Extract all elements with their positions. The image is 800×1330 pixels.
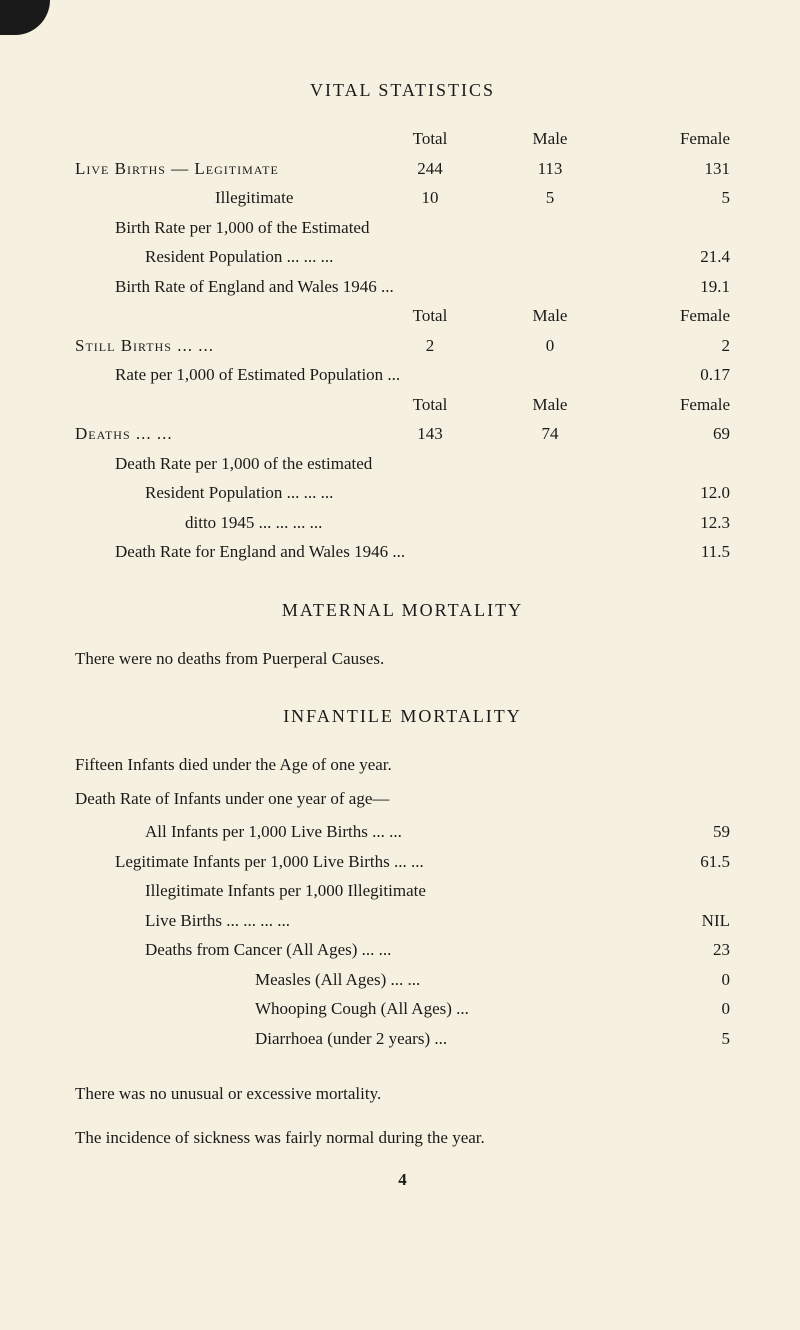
death-rate-est-value: 12.0 [630, 480, 730, 506]
death-rate-ew-value: 11.5 [630, 539, 730, 565]
whooping-label: Whooping Cough (All Ages) ... [255, 996, 630, 1022]
death-rate-est-row2: Resident Population ... ... ... 12.0 [75, 480, 730, 506]
illegitimate-infants-value: NIL [630, 908, 730, 934]
live-births-total: 244 [370, 156, 490, 182]
illegitimate-row: Illegitimate 10 5 5 [75, 185, 730, 211]
ditto-1945-row: ditto 1945 ... ... ... ... 12.3 [75, 510, 730, 536]
death-rate-ew-row: Death Rate for England and Wales 1946 ..… [75, 539, 730, 565]
infantile-title: INFANTILE MORTALITY [75, 706, 730, 727]
illegitimate-infants-row2: Live Births ... ... ... ... NIL [75, 908, 730, 934]
legitimate-infants-value: 61.5 [630, 849, 730, 875]
diarrhoea-label: Diarrhoea (under 2 years) ... [255, 1026, 630, 1052]
header-female: Female [610, 126, 730, 152]
birth-rate-est-value: 21.4 [630, 244, 730, 270]
page-number: 4 [75, 1170, 730, 1190]
cancer-value: 23 [630, 937, 730, 963]
header-male-3: Male [490, 392, 610, 418]
deaths-row: Deaths ... ... 143 74 69 [75, 421, 730, 447]
birth-rate-ew-value: 19.1 [630, 274, 730, 300]
all-infants-row: All Infants per 1,000 Live Births ... ..… [75, 819, 730, 845]
ditto-1945-value: 12.3 [630, 510, 730, 536]
illegitimate-infants-label2: Live Births ... ... ... ... [145, 908, 630, 934]
still-births-female: 2 [610, 333, 730, 359]
illegitimate-male: 5 [490, 185, 610, 211]
birth-rate-ew-label: Birth Rate of England and Wales 1946 ... [115, 274, 630, 300]
birth-rate-est-row2: Resident Population ... ... ... 21.4 [75, 244, 730, 270]
illegitimate-total: 10 [370, 185, 490, 211]
whooping-row: Whooping Cough (All Ages) ... 0 [75, 996, 730, 1022]
live-births-male: 113 [490, 156, 610, 182]
header-row-2: Total Male Female [75, 303, 730, 329]
header-male-2: Male [490, 303, 610, 329]
still-births-rate-value: 0.17 [630, 362, 730, 388]
cancer-label: Deaths from Cancer (All Ages) ... ... [145, 937, 630, 963]
all-infants-value: 59 [630, 819, 730, 845]
whooping-value: 0 [630, 996, 730, 1022]
measles-row: Measles (All Ages) ... ... 0 [75, 967, 730, 993]
still-births-rate-row: Rate per 1,000 of Estimated Population .… [75, 362, 730, 388]
still-births-male: 0 [490, 333, 610, 359]
live-births-female: 131 [610, 156, 730, 182]
measles-value: 0 [630, 967, 730, 993]
diarrhoea-row: Diarrhoea (under 2 years) ... 5 [75, 1026, 730, 1052]
death-rate-ew-label: Death Rate for England and Wales 1946 ..… [115, 539, 630, 565]
maternal-title: MATERNAL MORTALITY [75, 600, 730, 621]
live-births-row: Live Births — Legitimate 244 113 131 [75, 156, 730, 182]
ditto-1945-label: ditto 1945 ... ... ... ... [185, 510, 630, 536]
illegitimate-infants-row1: Illegitimate Infants per 1,000 Illegitim… [75, 878, 730, 904]
header-total: Total [370, 126, 490, 152]
birth-rate-est-row1: Birth Rate per 1,000 of the Estimated [75, 215, 730, 241]
decorative-corner [0, 0, 50, 35]
death-rate-est-row1: Death Rate per 1,000 of the estimated [75, 451, 730, 477]
measles-label: Measles (All Ages) ... ... [255, 967, 630, 993]
main-title: VITAL STATISTICS [75, 80, 730, 101]
live-births-label: Live Births — Legitimate [75, 156, 370, 182]
header-row: Total Male Female [75, 126, 730, 152]
deaths-female: 69 [610, 421, 730, 447]
birth-rate-ew-row: Birth Rate of England and Wales 1946 ...… [75, 274, 730, 300]
illegitimate-infants-label1: Illegitimate Infants per 1,000 Illegitim… [145, 878, 630, 904]
illegitimate-female: 5 [610, 185, 730, 211]
infantile-line2: Death Rate of Infants under one year of … [75, 786, 730, 812]
deaths-total: 143 [370, 421, 490, 447]
illegitimate-label: Illegitimate [75, 185, 370, 211]
death-rate-est-label1: Death Rate per 1,000 of the estimated [115, 451, 630, 477]
header-female-2: Female [610, 303, 730, 329]
header-total-2: Total [370, 303, 490, 329]
legitimate-infants-label: Legitimate Infants per 1,000 Live Births… [115, 849, 630, 875]
all-infants-label: All Infants per 1,000 Live Births ... ..… [145, 819, 630, 845]
still-births-label: Still Births ... ... [75, 333, 370, 359]
header-female-3: Female [610, 392, 730, 418]
deaths-label: Deaths ... ... [75, 421, 370, 447]
maternal-text: There were no deaths from Puerperal Caus… [75, 646, 730, 672]
still-births-total: 2 [370, 333, 490, 359]
closing-1: There was no unusual or excessive mortal… [75, 1081, 730, 1107]
still-births-rate-label: Rate per 1,000 of Estimated Population .… [115, 362, 630, 388]
diarrhoea-value: 5 [630, 1026, 730, 1052]
deaths-male: 74 [490, 421, 610, 447]
birth-rate-est-label2: Resident Population ... ... ... [145, 244, 630, 270]
header-male: Male [490, 126, 610, 152]
cancer-row: Deaths from Cancer (All Ages) ... ... 23 [75, 937, 730, 963]
header-row-3: Total Male Female [75, 392, 730, 418]
still-births-row: Still Births ... ... 2 0 2 [75, 333, 730, 359]
death-rate-est-label2: Resident Population ... ... ... [145, 480, 630, 506]
header-total-3: Total [370, 392, 490, 418]
legitimate-infants-row: Legitimate Infants per 1,000 Live Births… [75, 849, 730, 875]
closing-2: The incidence of sickness was fairly nor… [75, 1125, 730, 1151]
birth-rate-est-label1: Birth Rate per 1,000 of the Estimated [115, 215, 630, 241]
infantile-line1: Fifteen Infants died under the Age of on… [75, 752, 730, 778]
